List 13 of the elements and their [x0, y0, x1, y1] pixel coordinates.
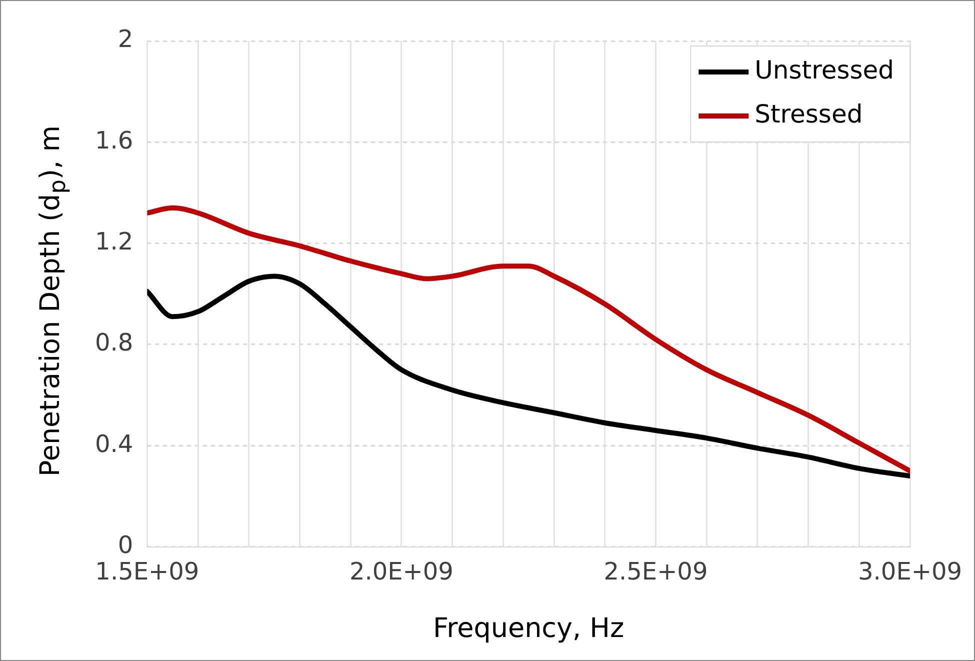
legend-label: Stressed	[754, 100, 863, 128]
y-tick-label: 0.8	[94, 328, 134, 357]
y-tick-label: 1.2	[94, 228, 134, 256]
y-tick-label: 1.6	[94, 126, 134, 154]
x-tick-label: 3.0E+09	[858, 557, 962, 586]
x-tick-label: 2.5E+09	[604, 557, 708, 586]
y-tick-label: 0	[118, 531, 134, 560]
x-tick-label: 2.0E+09	[349, 557, 454, 586]
y-tick-label: 2	[118, 25, 134, 54]
x-tick-label: 1.5E+09	[95, 557, 200, 586]
y-tick-label: 0.4	[94, 430, 134, 458]
x-axis-title: Frequency, Hz	[433, 612, 624, 644]
legend-label: Unstressed	[754, 56, 894, 84]
